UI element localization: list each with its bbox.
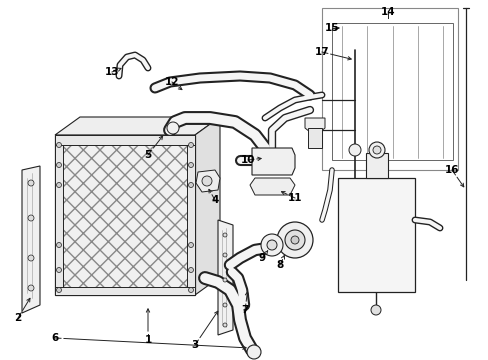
Circle shape	[223, 323, 226, 327]
Circle shape	[266, 240, 276, 250]
Circle shape	[28, 180, 34, 186]
Circle shape	[223, 278, 226, 282]
Circle shape	[261, 234, 283, 256]
Circle shape	[368, 142, 384, 158]
Circle shape	[57, 143, 61, 148]
Polygon shape	[195, 117, 220, 295]
Circle shape	[28, 215, 34, 221]
Circle shape	[28, 255, 34, 261]
Polygon shape	[251, 148, 294, 175]
Circle shape	[370, 305, 380, 315]
Text: 9: 9	[258, 253, 265, 263]
Text: 8: 8	[276, 260, 283, 270]
Circle shape	[223, 233, 226, 237]
Text: 14: 14	[380, 7, 394, 17]
Circle shape	[57, 243, 61, 248]
Circle shape	[290, 236, 298, 244]
Text: 13: 13	[104, 67, 119, 77]
Circle shape	[188, 243, 193, 248]
Circle shape	[57, 267, 61, 273]
Polygon shape	[60, 140, 190, 290]
Circle shape	[188, 288, 193, 292]
Circle shape	[28, 285, 34, 291]
Circle shape	[188, 183, 193, 188]
Circle shape	[188, 143, 193, 148]
Circle shape	[167, 122, 179, 134]
Circle shape	[372, 146, 380, 154]
Circle shape	[223, 253, 226, 257]
Circle shape	[57, 288, 61, 292]
Text: 1: 1	[144, 335, 151, 345]
Polygon shape	[355, 233, 396, 242]
Polygon shape	[196, 170, 220, 192]
Text: 3: 3	[191, 340, 198, 350]
Polygon shape	[55, 117, 220, 135]
Polygon shape	[55, 287, 195, 295]
Polygon shape	[305, 118, 325, 135]
Text: 4: 4	[211, 195, 218, 205]
Text: 5: 5	[144, 150, 151, 160]
Text: 6: 6	[51, 333, 59, 343]
Text: 12: 12	[164, 77, 179, 87]
Polygon shape	[249, 178, 294, 195]
Circle shape	[348, 144, 360, 156]
Circle shape	[276, 222, 312, 258]
Circle shape	[223, 303, 226, 307]
Text: 10: 10	[240, 155, 255, 165]
Polygon shape	[337, 178, 414, 292]
Text: 2: 2	[14, 313, 21, 323]
Circle shape	[57, 183, 61, 188]
Polygon shape	[55, 135, 195, 295]
Circle shape	[202, 176, 212, 186]
Circle shape	[188, 162, 193, 167]
Text: 7: 7	[241, 305, 248, 315]
Polygon shape	[218, 220, 232, 335]
Circle shape	[57, 162, 61, 167]
Circle shape	[246, 345, 261, 359]
Polygon shape	[55, 135, 63, 295]
Circle shape	[285, 230, 305, 250]
Polygon shape	[22, 166, 40, 313]
Circle shape	[188, 267, 193, 273]
Polygon shape	[365, 153, 387, 178]
Polygon shape	[55, 135, 195, 145]
Text: 17: 17	[314, 47, 328, 57]
Polygon shape	[307, 128, 321, 148]
Polygon shape	[186, 135, 195, 295]
Text: 15: 15	[324, 23, 339, 33]
Text: 16: 16	[444, 165, 458, 175]
Text: 11: 11	[287, 193, 302, 203]
